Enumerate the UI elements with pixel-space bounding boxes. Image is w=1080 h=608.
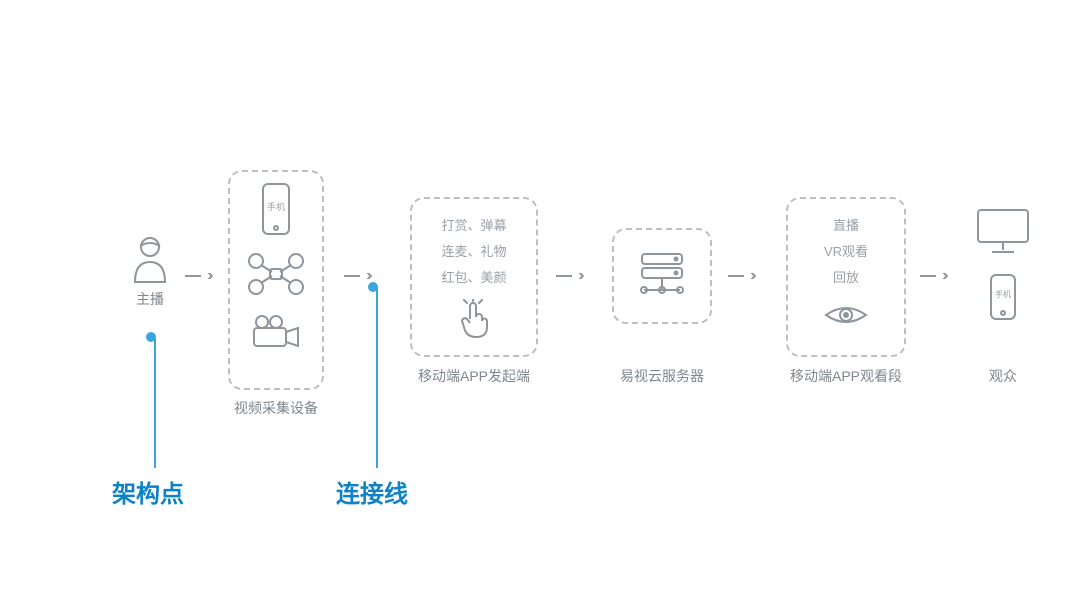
node-server <box>612 228 712 324</box>
node-capture: 手机 <box>228 170 324 390</box>
video-camera-icon <box>248 312 304 352</box>
drone-icon <box>245 251 307 297</box>
monitor-icon <box>974 206 1032 256</box>
viewer-line-1: 直播 <box>788 213 904 239</box>
arrow-4: ›› <box>728 268 753 284</box>
callout-connector-label: 连接线 <box>336 474 408 509</box>
arrow-3: ›› <box>556 268 581 284</box>
arrow-5: ›› <box>920 268 945 284</box>
audience-phone-icon: 手机 <box>988 273 1018 321</box>
arrow-1: ›› <box>185 268 210 284</box>
callout-connector-line <box>376 288 378 468</box>
node-anchor-caption: 主播 <box>120 289 180 309</box>
tap-hand-icon <box>456 299 492 339</box>
callout-node-label: 架构点 <box>112 474 184 509</box>
phone-label: 手机 <box>267 201 285 212</box>
callout-node-line <box>154 338 156 468</box>
viewer-line-3: 回放 <box>788 265 904 291</box>
node-audience: 手机 <box>968 206 1038 326</box>
node-viewer: 直播 VR观看 回放 <box>786 197 906 357</box>
anchor-person-icon <box>129 236 171 284</box>
node-capture-caption: 视频采集设备 <box>228 398 324 418</box>
node-anchor: 主播 <box>120 236 180 309</box>
sender-line-2: 连麦、礼物 <box>412 239 536 265</box>
node-server-caption: 易视云服务器 <box>602 366 722 386</box>
sender-line-3: 红包、美颜 <box>412 265 536 291</box>
arrow-2: ›› <box>344 268 369 284</box>
diagram-stage: 主播 手机 <box>0 0 1080 608</box>
node-sender: 打赏、弹幕 连麦、礼物 红包、美颜 <box>410 197 538 357</box>
node-sender-caption: 移动端APP发起端 <box>400 366 548 386</box>
eye-icon <box>824 301 868 329</box>
phone-icon: 手机 <box>259 182 293 236</box>
sender-line-1: 打赏、弹幕 <box>412 213 536 239</box>
node-audience-caption: 观众 <box>968 366 1038 386</box>
server-icon <box>634 248 690 304</box>
svg-text:手机: 手机 <box>995 289 1011 299</box>
node-viewer-caption: 移动端APP观看段 <box>776 366 916 386</box>
viewer-line-2: VR观看 <box>788 239 904 265</box>
